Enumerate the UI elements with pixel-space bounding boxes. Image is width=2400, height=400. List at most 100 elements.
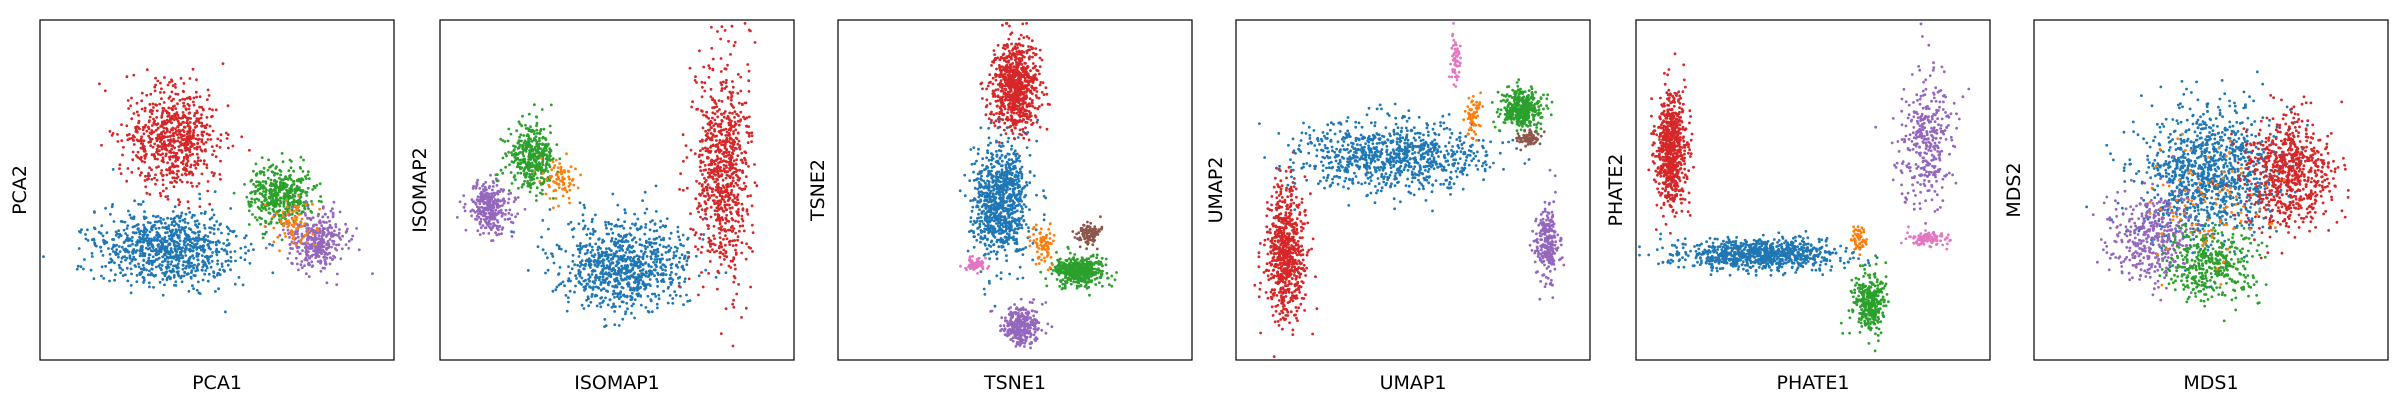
point xyxy=(272,210,276,213)
point xyxy=(208,240,212,244)
point xyxy=(152,153,156,157)
point xyxy=(535,121,539,125)
point xyxy=(708,196,712,200)
point xyxy=(124,273,127,277)
point xyxy=(730,206,734,210)
point xyxy=(121,220,124,224)
point xyxy=(327,251,331,255)
point xyxy=(736,175,740,179)
point xyxy=(122,241,126,245)
point xyxy=(517,186,520,190)
point xyxy=(720,113,724,116)
point xyxy=(706,171,710,175)
point xyxy=(727,220,731,223)
point xyxy=(729,53,732,56)
point xyxy=(341,234,344,238)
point xyxy=(504,208,508,212)
point xyxy=(282,178,285,182)
point xyxy=(744,151,748,155)
point xyxy=(200,254,204,257)
point xyxy=(119,172,123,176)
point xyxy=(625,275,629,278)
point xyxy=(538,137,541,140)
point xyxy=(658,235,661,239)
point xyxy=(328,262,332,266)
point xyxy=(475,184,478,188)
point xyxy=(104,264,107,268)
point xyxy=(302,158,305,162)
point xyxy=(153,176,156,180)
point xyxy=(725,85,728,88)
point xyxy=(128,254,132,257)
point xyxy=(734,267,737,271)
point xyxy=(563,186,567,190)
point xyxy=(182,260,186,264)
point xyxy=(545,177,549,181)
x-axis-label: ISOMAP1 xyxy=(574,372,660,394)
point xyxy=(206,88,210,92)
point xyxy=(687,255,691,259)
point xyxy=(182,243,186,247)
point xyxy=(186,142,190,146)
point xyxy=(138,232,142,236)
point xyxy=(603,318,607,321)
point xyxy=(92,210,96,214)
point xyxy=(113,261,116,265)
point xyxy=(562,181,566,185)
point xyxy=(671,297,675,300)
point xyxy=(698,237,702,240)
point xyxy=(181,218,185,222)
point xyxy=(751,250,754,253)
point xyxy=(604,252,608,256)
point xyxy=(610,269,614,273)
point xyxy=(267,158,270,162)
point xyxy=(281,224,285,228)
point xyxy=(197,120,201,123)
point xyxy=(735,158,738,162)
point xyxy=(662,272,665,275)
point xyxy=(208,107,212,111)
point xyxy=(737,139,741,143)
point xyxy=(146,247,150,251)
point xyxy=(188,249,192,253)
point xyxy=(699,251,703,254)
point xyxy=(205,116,209,119)
point xyxy=(616,245,620,249)
point xyxy=(520,185,524,189)
point xyxy=(515,129,519,133)
point xyxy=(137,265,141,269)
point xyxy=(651,292,654,296)
point xyxy=(492,181,496,185)
point xyxy=(607,267,611,271)
point xyxy=(307,256,311,260)
point xyxy=(191,284,194,288)
point xyxy=(293,194,297,198)
point xyxy=(726,195,730,199)
point xyxy=(589,251,593,254)
point xyxy=(718,255,722,259)
point xyxy=(128,213,132,217)
point xyxy=(555,243,559,247)
point xyxy=(173,139,177,143)
point xyxy=(159,171,163,175)
point xyxy=(212,174,215,178)
point xyxy=(541,176,544,180)
point xyxy=(484,212,488,215)
point xyxy=(168,166,172,170)
point xyxy=(544,146,548,150)
point xyxy=(129,284,133,287)
point xyxy=(178,178,182,182)
point xyxy=(122,228,126,232)
point xyxy=(503,218,507,221)
point xyxy=(731,163,735,167)
point xyxy=(177,169,180,173)
point xyxy=(288,176,292,179)
point xyxy=(141,142,145,146)
point xyxy=(294,256,298,260)
point xyxy=(707,167,711,171)
point xyxy=(203,272,207,276)
point xyxy=(740,151,744,155)
point xyxy=(158,102,162,106)
point xyxy=(541,160,545,164)
